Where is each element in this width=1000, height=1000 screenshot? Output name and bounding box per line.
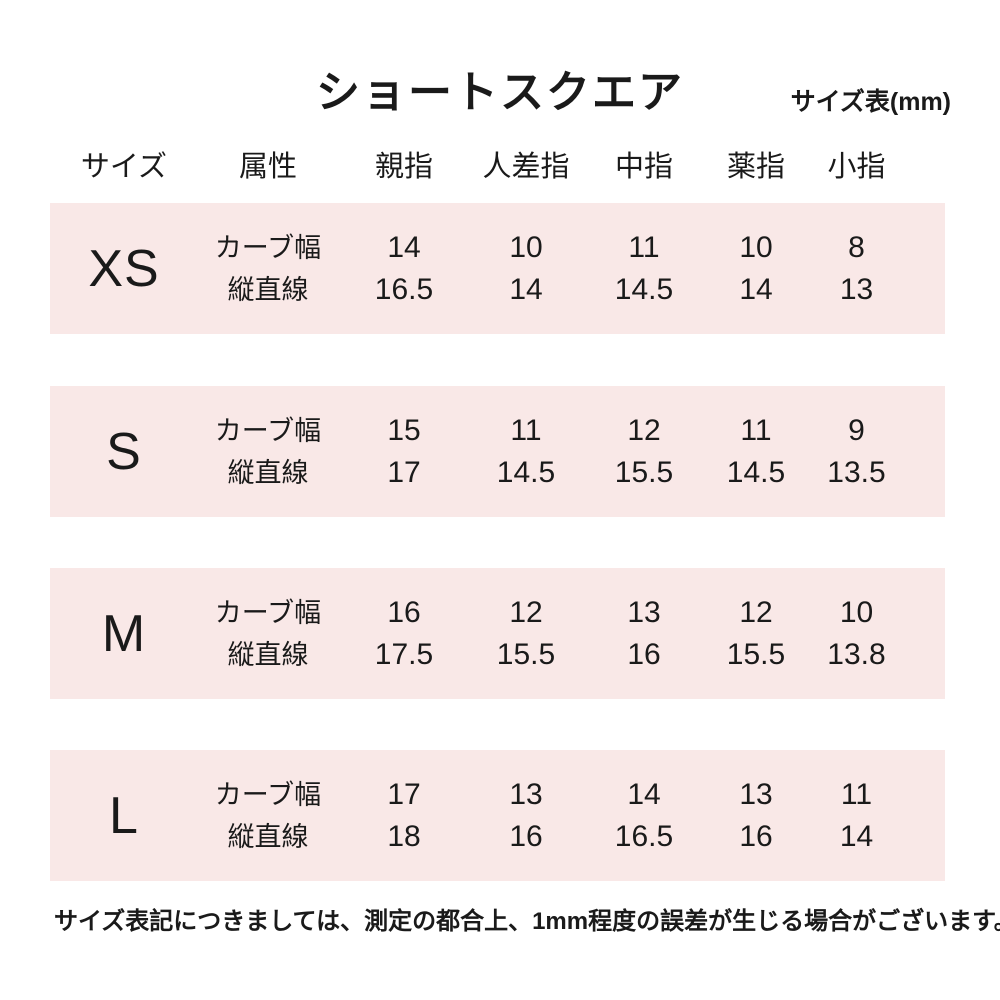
table-row-l: L カーブ幅 縦直線 17 18 13 16 14 16.5 13 16 11 … bbox=[50, 750, 945, 881]
value-m-index-curve: 12 bbox=[509, 595, 543, 629]
value-s-middle-vertical: 15.5 bbox=[614, 455, 674, 489]
value-l-little-vertical: 14 bbox=[839, 819, 874, 853]
value-s-little-curve: 9 bbox=[848, 413, 865, 447]
value-xs-thumb-vertical: 16.5 bbox=[374, 272, 434, 306]
value-s-ring-curve: 11 bbox=[740, 413, 772, 447]
value-xs-little-curve: 8 bbox=[848, 230, 865, 264]
footer-disclaimer: サイズ表記につきましては、測定の都合上、1mm程度の誤差が生じる場合がございます… bbox=[54, 908, 1000, 935]
size-label-s: S bbox=[106, 422, 142, 481]
value-s-thumb-curve: 15 bbox=[387, 413, 421, 447]
value-l-little-curve: 11 bbox=[840, 777, 873, 811]
header-ring-finger: 薬指 bbox=[726, 151, 785, 183]
value-xs-little-vertical: 13 bbox=[839, 272, 874, 306]
value-s-index-vertical: 14.5 bbox=[496, 455, 556, 489]
page-title: ショートスクエア bbox=[316, 68, 684, 117]
unit-label: サイズ表(mm) bbox=[790, 88, 951, 116]
value-l-middle-vertical: 16.5 bbox=[614, 819, 674, 853]
attr-label-curve-width: カーブ幅 bbox=[214, 597, 322, 628]
value-s-thumb-vertical: 17 bbox=[387, 455, 421, 489]
header-middle-finger: 中指 bbox=[614, 151, 673, 183]
value-m-thumb-curve: 16 bbox=[387, 595, 421, 629]
attr-label-vertical-line: 縦直線 bbox=[227, 639, 309, 670]
value-m-little-vertical: 13.8 bbox=[827, 637, 886, 671]
header-index-finger: 人差指 bbox=[482, 151, 570, 183]
value-xs-thumb-curve: 14 bbox=[387, 230, 421, 264]
size-label-l: L bbox=[109, 786, 139, 845]
attr-label-vertical-line: 縦直線 bbox=[227, 821, 309, 852]
value-l-index-curve: 13 bbox=[509, 777, 543, 811]
value-xs-index-vertical: 14 bbox=[509, 272, 543, 306]
value-m-index-vertical: 15.5 bbox=[496, 637, 556, 671]
attr-label-curve-width: カーブ幅 bbox=[214, 779, 322, 810]
table-row-xs: XS カーブ幅 縦直線 14 16.5 10 14 11 14.5 10 14 … bbox=[50, 203, 945, 334]
value-m-middle-curve: 13 bbox=[627, 595, 661, 629]
attr-label-curve-width: カーブ幅 bbox=[214, 232, 322, 263]
header-attribute: 属性 bbox=[238, 151, 297, 183]
header-thumb: 親指 bbox=[374, 151, 433, 183]
value-xs-middle-curve: 11 bbox=[628, 230, 660, 264]
value-m-ring-vertical: 15.5 bbox=[726, 637, 786, 671]
value-xs-middle-vertical: 14.5 bbox=[614, 272, 674, 306]
header-size: サイズ bbox=[80, 151, 168, 183]
value-l-thumb-vertical: 18 bbox=[387, 819, 421, 853]
value-l-ring-vertical: 16 bbox=[739, 819, 773, 853]
value-m-ring-curve: 12 bbox=[739, 595, 773, 629]
value-l-ring-curve: 13 bbox=[739, 777, 773, 811]
attr-label-vertical-line: 縦直線 bbox=[227, 457, 309, 488]
value-s-index-curve: 11 bbox=[510, 413, 542, 447]
table-row-m: M カーブ幅 縦直線 16 17.5 12 15.5 13 16 12 15.5… bbox=[50, 568, 945, 699]
value-l-middle-curve: 14 bbox=[627, 777, 661, 811]
size-label-m: M bbox=[101, 604, 147, 663]
value-s-ring-vertical: 14.5 bbox=[726, 455, 786, 489]
attr-label-curve-width: カーブ幅 bbox=[214, 415, 322, 446]
value-s-middle-curve: 12 bbox=[627, 413, 661, 447]
value-l-thumb-curve: 17 bbox=[387, 777, 421, 811]
value-xs-ring-vertical: 14 bbox=[739, 272, 773, 306]
header-little-finger: 小指 bbox=[827, 151, 886, 183]
value-xs-ring-curve: 10 bbox=[739, 230, 773, 264]
size-label-xs: XS bbox=[88, 239, 160, 298]
table-row-s: S カーブ幅 縦直線 15 17 11 14.5 12 15.5 11 14.5… bbox=[50, 386, 945, 517]
value-l-index-vertical: 16 bbox=[509, 819, 543, 853]
table-header-row: サイズ 属性 親指 人差指 中指 薬指 小指 bbox=[50, 142, 945, 192]
value-s-little-vertical: 13.5 bbox=[827, 455, 886, 489]
attr-label-vertical-line: 縦直線 bbox=[227, 274, 309, 305]
value-m-middle-vertical: 16 bbox=[627, 637, 661, 671]
value-m-little-curve: 10 bbox=[839, 595, 874, 629]
value-xs-index-curve: 10 bbox=[509, 230, 543, 264]
value-m-thumb-vertical: 17.5 bbox=[374, 637, 434, 671]
